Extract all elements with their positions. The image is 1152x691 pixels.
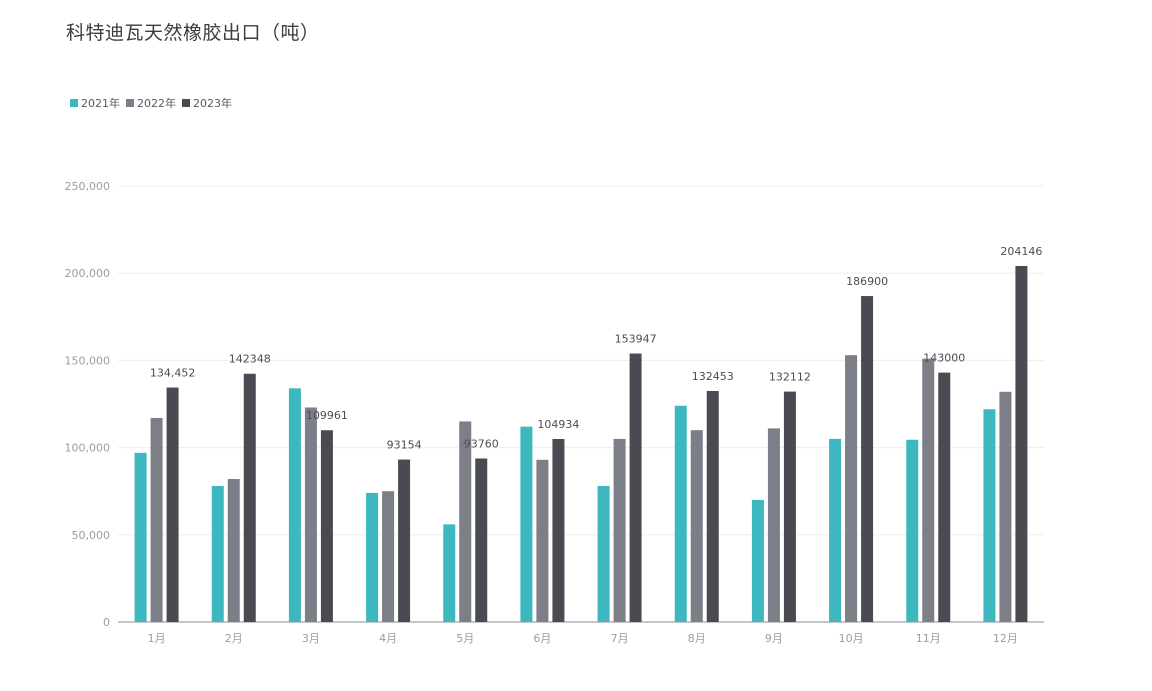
y-tick-label: 150,000: [65, 354, 111, 367]
bar-2022年-8月[interactable]: [690, 430, 703, 622]
bar-2022年-10月[interactable]: [845, 355, 858, 622]
bar-2022年-1月[interactable]: [150, 417, 163, 622]
chart-title: 科特迪瓦天然橡胶出口（吨）: [66, 22, 320, 44]
bar-2023年-8月[interactable]: [706, 391, 719, 622]
x-tick-label: 2月: [225, 632, 243, 645]
legend-item-2023[interactable]: 2023年: [182, 95, 232, 111]
bar-2023年-4月[interactable]: [398, 459, 411, 622]
x-tick-label: 6月: [533, 632, 551, 645]
bar-2022年-7月[interactable]: [613, 438, 626, 622]
bar-2022年-11月[interactable]: [922, 358, 935, 622]
bar-2023年-2月[interactable]: [243, 373, 256, 622]
bar-2022年-4月[interactable]: [382, 491, 395, 622]
data-label: 93154: [387, 439, 422, 452]
legend-swatch-2021: [70, 99, 78, 107]
bar-2023年-1月[interactable]: [166, 387, 179, 622]
data-label: 204146: [1000, 245, 1042, 258]
legend-swatch-2023: [182, 99, 190, 107]
y-tick-label: 50,000: [72, 529, 111, 542]
bar-2023年-12月[interactable]: [1015, 265, 1028, 622]
bar-2022年-2月[interactable]: [227, 478, 240, 622]
bar-2023年-9月[interactable]: [783, 391, 796, 622]
x-tick-label: 10月: [839, 632, 864, 645]
bar-2021年-10月[interactable]: [829, 438, 842, 622]
bar-2021年-12月[interactable]: [983, 409, 996, 622]
x-tick-label: 3月: [302, 632, 320, 645]
bar-2023年-7月[interactable]: [629, 353, 642, 622]
data-label: 134,452: [150, 367, 196, 380]
legend-item-2022[interactable]: 2022年: [126, 95, 176, 111]
x-tick-label: 5月: [456, 632, 474, 645]
x-tick-label: 12月: [993, 632, 1018, 645]
bar-2023年-5月[interactable]: [475, 458, 488, 622]
data-label: 104934: [537, 418, 579, 431]
data-label: 93760: [464, 437, 499, 450]
bar-2023年-6月[interactable]: [552, 438, 565, 622]
y-tick-label: 100,000: [65, 442, 111, 455]
x-tick-label: 11月: [916, 632, 941, 645]
y-tick-label: 0: [103, 616, 110, 629]
bar-2022年-6月[interactable]: [536, 459, 549, 622]
data-label: 109961: [306, 409, 348, 422]
bar-2021年-11月[interactable]: [906, 439, 919, 622]
bar-2022年-12月[interactable]: [999, 391, 1012, 622]
data-label: 143000: [923, 352, 965, 365]
data-label: 142348: [229, 353, 271, 366]
x-tick-label: 9月: [765, 632, 783, 645]
bar-2023年-10月[interactable]: [861, 296, 874, 622]
bar-2023年-11月[interactable]: [938, 372, 951, 622]
x-tick-label: 7月: [611, 632, 629, 645]
legend-label-2021: 2021年: [81, 97, 120, 110]
bar-2021年-7月[interactable]: [597, 485, 610, 622]
bar-2021年-2月[interactable]: [211, 485, 224, 622]
data-label: 186900: [846, 275, 888, 288]
legend-label-2023: 2023年: [193, 97, 232, 110]
bar-2021年-3月[interactable]: [288, 388, 301, 622]
x-tick-label: 8月: [688, 632, 706, 645]
bar-2021年-6月[interactable]: [520, 426, 533, 622]
bar-2022年-3月[interactable]: [304, 407, 317, 622]
y-tick-label: 250,000: [65, 180, 111, 193]
bar-2022年-5月[interactable]: [459, 421, 472, 622]
x-tick-label: 1月: [148, 632, 166, 645]
bar-2021年-9月[interactable]: [751, 499, 764, 622]
bar-2021年-4月[interactable]: [366, 492, 379, 622]
bar-2023年-3月[interactable]: [320, 430, 333, 622]
legend-label-2022: 2022年: [137, 97, 176, 110]
data-label: 132453: [692, 370, 734, 383]
bar-2021年-1月[interactable]: [134, 452, 147, 622]
data-label: 153947: [615, 333, 657, 346]
y-tick-label: 200,000: [65, 267, 111, 280]
chart-legend: 2021年 2022年 2023年: [70, 95, 234, 111]
x-tick-label: 4月: [379, 632, 397, 645]
legend-swatch-2022: [126, 99, 134, 107]
bar-2021年-8月[interactable]: [674, 405, 687, 622]
legend-item-2021[interactable]: 2021年: [70, 95, 120, 111]
bar-2021年-5月[interactable]: [443, 524, 456, 622]
data-label: 132112: [769, 371, 811, 384]
bar-2022年-9月[interactable]: [767, 428, 780, 622]
